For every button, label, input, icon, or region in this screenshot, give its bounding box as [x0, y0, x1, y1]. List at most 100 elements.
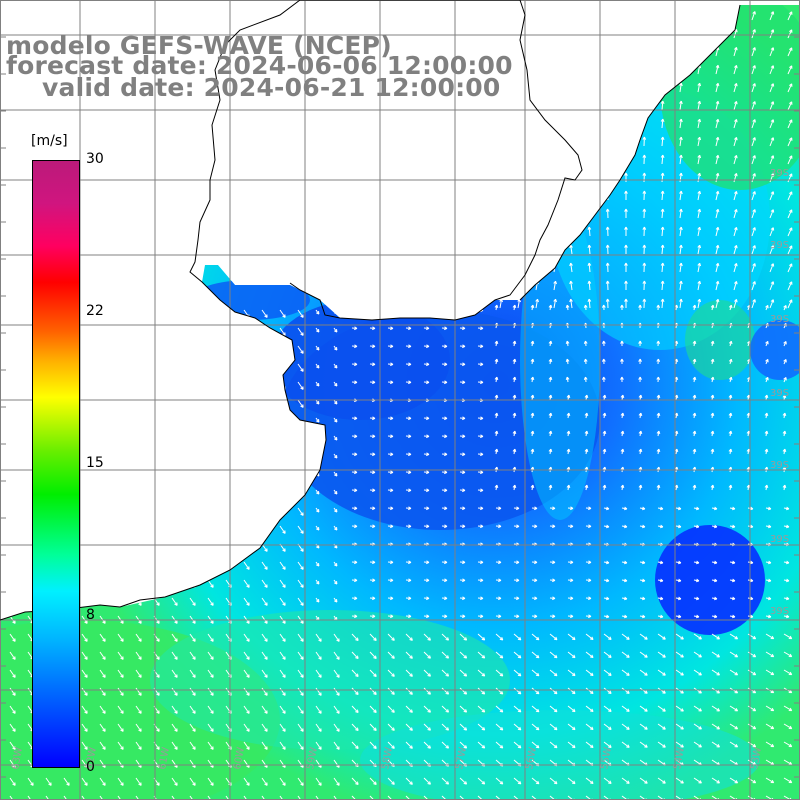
- wind-arrow: [548, 340, 553, 347]
- wind-arrow: [315, 687, 322, 696]
- wind-arrow: [261, 579, 268, 588]
- wind-arrow: [459, 380, 466, 385]
- wind-arrow: [729, 506, 736, 511]
- wind-arrow: [638, 340, 642, 347]
- wind-arrow: [656, 358, 661, 365]
- wind-arrow: [279, 399, 286, 408]
- wind-arrow: [783, 651, 793, 658]
- wind-arrow: [601, 376, 606, 383]
- wind-arrow: [369, 560, 376, 565]
- wind-arrow: [387, 488, 394, 493]
- wind-arrow: [99, 597, 106, 606]
- wind-arrow: [553, 100, 557, 111]
- wind-arrow: [620, 430, 625, 437]
- wind-arrow: [605, 46, 610, 57]
- wind-arrow: [729, 669, 739, 676]
- wind-arrow: [261, 525, 268, 534]
- wind-arrow: [782, 448, 787, 455]
- wind-arrow: [620, 412, 625, 419]
- wind-arrow: [369, 633, 377, 641]
- wind-arrow: [279, 417, 286, 426]
- wind-arrow: [535, 10, 539, 21]
- wind-arrow: [567, 723, 576, 731]
- wind-arrow: [99, 327, 106, 336]
- wind-arrow: [549, 560, 556, 565]
- wind-arrow: [315, 723, 322, 732]
- wind-arrow: [405, 308, 412, 313]
- wind-arrow: [530, 394, 535, 401]
- wind-arrow: [279, 309, 286, 318]
- wind-arrow: [585, 651, 594, 659]
- wind-arrow: [171, 687, 178, 696]
- wind-arrow: [9, 471, 16, 480]
- wind-arrow: [333, 507, 338, 513]
- wind-arrow: [530, 358, 535, 365]
- wind-arrow: [351, 452, 358, 457]
- wind-arrow: [782, 430, 787, 437]
- wind-arrow: [765, 705, 775, 712]
- wind-arrow: [189, 453, 196, 462]
- wind-arrow: [656, 340, 661, 347]
- wind-arrow: [135, 723, 142, 732]
- wind-arrow: [517, 136, 521, 147]
- wind-arrow: [535, 82, 539, 93]
- wind-arrow: [620, 394, 625, 401]
- wind-arrow: [459, 488, 466, 493]
- wind-arrow: [99, 435, 106, 444]
- wind-arrow: [297, 363, 304, 372]
- wind-arrow: [692, 484, 697, 491]
- wind-arrow: [512, 394, 517, 401]
- wind-arrow: [569, 28, 573, 39]
- wind-arrow: [638, 304, 642, 311]
- wind-arrow: [207, 345, 214, 354]
- wind-arrow: [279, 345, 286, 354]
- wind-arrow: [747, 633, 757, 640]
- wind-arrow: [315, 309, 320, 315]
- wind-arrow: [513, 723, 522, 731]
- wind-arrow: [459, 362, 466, 367]
- wind-arrow: [171, 705, 178, 714]
- wind-arrow: [549, 723, 558, 731]
- wind-arrow: [171, 669, 178, 678]
- wind-arrow: [135, 363, 142, 372]
- wind-arrow: [261, 381, 268, 390]
- wind-arrow: [765, 669, 775, 676]
- wind-arrow: [566, 412, 571, 419]
- wind-arrow: [477, 578, 484, 583]
- wind-arrow: [207, 687, 214, 696]
- wind-arrow: [423, 434, 430, 439]
- wind-arrow: [494, 484, 499, 491]
- wind-arrow: [207, 705, 214, 714]
- wind-arrow: [315, 381, 320, 387]
- wind-arrow: [315, 525, 320, 531]
- wind-arrow: [620, 484, 625, 491]
- wind-arrow: [441, 687, 450, 695]
- wind-arrow: [99, 363, 106, 372]
- wind-arrow: [369, 470, 376, 475]
- wind-arrow: [441, 344, 448, 349]
- wind-arrow: [387, 452, 394, 457]
- wind-arrow: [423, 687, 431, 695]
- wind-arrow: [499, 190, 503, 201]
- wind-arrow: [387, 308, 394, 313]
- speed-cell-9: [150, 610, 510, 750]
- wind-arrow: [387, 560, 394, 565]
- wind-arrow: [642, 82, 647, 93]
- wind-arrow: [553, 82, 557, 93]
- wind-arrow: [530, 376, 535, 383]
- wind-arrow: [728, 412, 733, 419]
- wind-arrow: [728, 430, 733, 437]
- wind-arrow: [477, 524, 484, 529]
- wind-arrow: [171, 489, 178, 498]
- wind-arrow: [494, 448, 499, 455]
- wind-arrow: [553, 244, 557, 255]
- wind-arrow: [171, 561, 178, 570]
- wind-arrow: [99, 417, 106, 426]
- wind-arrow: [605, 64, 610, 75]
- wind-arrow: [351, 596, 358, 601]
- wind-arrow: [333, 597, 338, 603]
- wind-arrow: [261, 471, 268, 480]
- wind-arrow: [279, 489, 286, 498]
- wind-arrow: [441, 596, 448, 601]
- wind-arrow: [638, 376, 642, 383]
